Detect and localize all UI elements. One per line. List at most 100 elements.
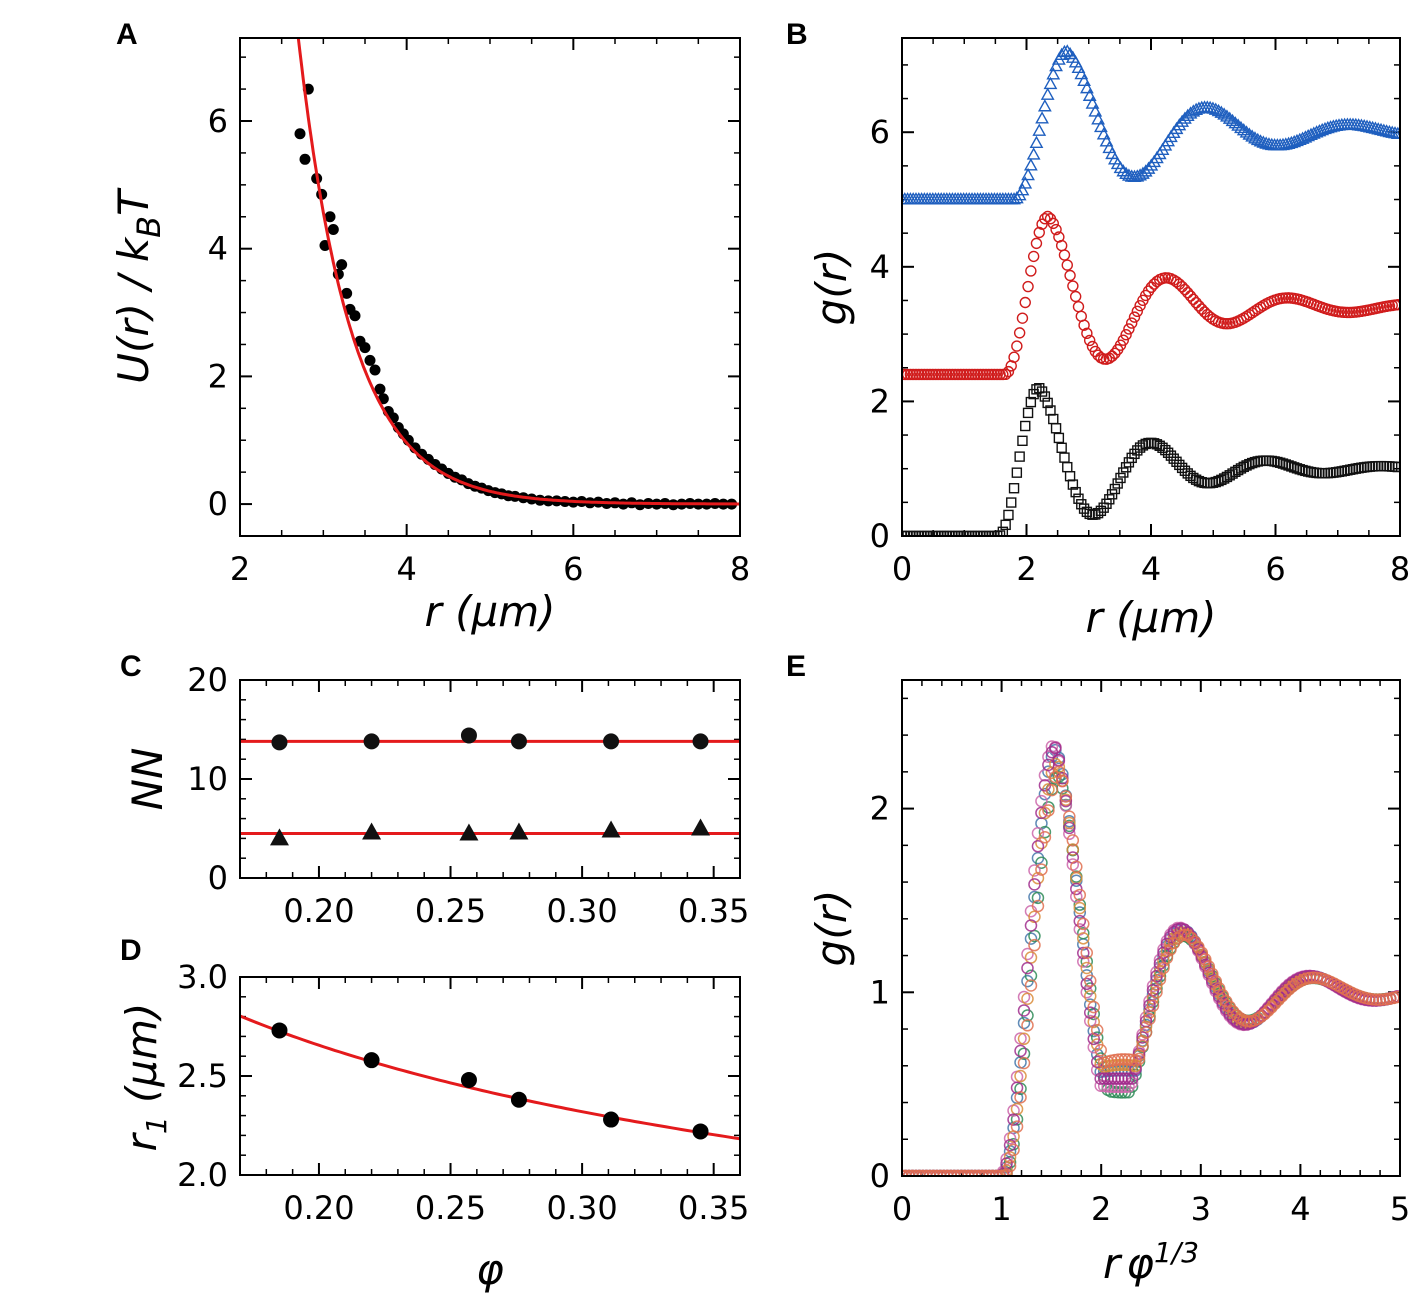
panel-d-y-title-tail: (μm) bbox=[117, 1003, 166, 1117]
panel-e-data-point bbox=[1192, 940, 1205, 954]
panel-d-points bbox=[271, 1022, 709, 1140]
panel-e-data-point bbox=[1216, 988, 1229, 1002]
panel-b-square-marker bbox=[1381, 461, 1392, 472]
panel-d-data-point bbox=[271, 1022, 288, 1039]
panel-b-circle-marker bbox=[977, 368, 989, 381]
panel-b-triangle-marker bbox=[1248, 131, 1262, 144]
panel-b-square-marker bbox=[1367, 461, 1378, 472]
panel-b-circle-marker bbox=[1196, 303, 1208, 315]
panel-b-triangle-marker bbox=[1309, 125, 1324, 138]
panel-b-circle-marker bbox=[999, 368, 1012, 381]
panel-b-triangle-marker bbox=[1312, 123, 1327, 137]
panel-c-fit-lines bbox=[240, 739, 740, 835]
panel-b-circle-marker bbox=[1019, 296, 1031, 309]
panel-b-circle-marker bbox=[1120, 329, 1132, 341]
panel-e-data-point bbox=[1028, 910, 1041, 924]
panel-b-circle-marker bbox=[1123, 323, 1135, 335]
panel-b-circle-marker bbox=[952, 368, 964, 381]
panel-b-square-marker bbox=[1174, 459, 1185, 471]
panel-e-data-point bbox=[955, 1169, 968, 1176]
panel-b-triangle-marker bbox=[1093, 119, 1108, 133]
panel-b-triangle-marker bbox=[1009, 191, 1024, 204]
panel-e-data-point bbox=[1132, 1052, 1146, 1066]
panel-e-data-point bbox=[1073, 914, 1087, 928]
panel-b-circle-marker bbox=[991, 368, 1003, 381]
panel-b-circle-marker bbox=[929, 368, 942, 381]
c-y-tick-label: 20 bbox=[187, 661, 228, 699]
panel-e-data-point bbox=[1077, 926, 1090, 940]
panel-b-circle-marker bbox=[949, 368, 961, 381]
panel-e-data-point bbox=[1063, 810, 1076, 823]
a-y-tick-label: 4 bbox=[208, 230, 228, 268]
panel-b-square-marker bbox=[1314, 467, 1325, 479]
panel-b-circle-marker bbox=[1069, 290, 1082, 303]
panel-e-data-point bbox=[1042, 804, 1055, 817]
panel-b-circle-marker bbox=[932, 368, 945, 381]
panel-b-square-marker bbox=[1387, 461, 1398, 472]
panel-e-data-point bbox=[982, 1169, 996, 1176]
a-x-tick-label: 6 bbox=[563, 550, 583, 588]
panel-e-data-point bbox=[1024, 919, 1038, 932]
b-x-tick-label: 8 bbox=[1390, 550, 1410, 588]
panel-b-triangle-marker bbox=[1029, 135, 1044, 149]
panel-b-square-marker bbox=[1322, 467, 1333, 479]
d-y-tick-label: 2.0 bbox=[177, 1156, 228, 1194]
panel-b-triangle-marker bbox=[1315, 122, 1330, 136]
panel-c: C 0.20 0.25 0.30 0.35 0 10 20 NN bbox=[120, 650, 749, 930]
b-y-tick-label: 4 bbox=[870, 248, 890, 286]
panel-e-data-point bbox=[1087, 1000, 1100, 1014]
panel-b-square-marker bbox=[1050, 423, 1062, 434]
panel-e-data-point bbox=[1181, 929, 1195, 942]
panel-b-circle-marker bbox=[921, 368, 933, 381]
panel-b-triangle-marker bbox=[1085, 96, 1100, 109]
a-x-tick-label: 4 bbox=[396, 550, 416, 588]
panel-d-y-title-sub: 1 bbox=[140, 1116, 173, 1134]
panel-a-data-point bbox=[364, 354, 376, 366]
panel-e-data-point bbox=[1146, 992, 1160, 1005]
panel-b-square-marker bbox=[1014, 451, 1025, 462]
panel-e-data-point bbox=[1000, 1168, 1013, 1176]
panel-b-circle-marker bbox=[1182, 287, 1194, 299]
panel-b: B 0 2 4 6 8 0 2 4 6 r (μm) g(r) bbox=[786, 18, 1410, 642]
panel-b-circle-marker bbox=[957, 368, 970, 381]
panel-e-data-point bbox=[944, 1169, 958, 1176]
panel-c-tick-labels: 0.20 0.25 0.30 0.35 0 10 20 bbox=[187, 661, 749, 930]
panel-b-circle-marker bbox=[1134, 299, 1146, 312]
panel-e-data-point bbox=[1150, 986, 1163, 999]
panel-b-triangle-marker bbox=[1287, 134, 1302, 148]
panel-b-circle-marker bbox=[1078, 319, 1090, 331]
panel-b-triangle-marker bbox=[1320, 120, 1335, 134]
c-y-tick-label: 0 bbox=[208, 859, 228, 897]
panel-c-triangle-point bbox=[459, 823, 479, 841]
panel-b-triangle-marker bbox=[1077, 73, 1091, 87]
panel-b-square-marker bbox=[1073, 493, 1084, 504]
panel-e-data-point bbox=[1049, 757, 1062, 771]
panel-b-circle-marker bbox=[1041, 210, 1054, 223]
panel-e-data-point bbox=[1094, 1043, 1107, 1057]
b-y-tick-label: 0 bbox=[870, 517, 890, 555]
panel-b-square-marker bbox=[1364, 461, 1376, 472]
e-x-tick-label: 4 bbox=[1290, 1190, 1310, 1228]
panel-e-data-point bbox=[1010, 1120, 1024, 1133]
panel-b-square-marker bbox=[1017, 435, 1028, 447]
panel-e-data-point bbox=[1143, 1012, 1156, 1026]
panel-b-triangle-marker bbox=[1091, 112, 1105, 125]
panel-b-triangle-marker bbox=[1079, 80, 1094, 94]
panel-d-frame bbox=[239, 976, 741, 1176]
panel-b-circle-marker bbox=[1128, 311, 1141, 323]
panel-a-points bbox=[294, 83, 738, 511]
panel-e-data-point bbox=[1160, 951, 1174, 965]
panel-b-circle-marker bbox=[913, 368, 925, 381]
panel-e-data-point bbox=[1014, 1069, 1027, 1083]
panel-d-data-point bbox=[692, 1123, 709, 1140]
d-y-tick-label: 3.0 bbox=[177, 958, 228, 996]
panel-b-circle-marker bbox=[971, 368, 984, 381]
panel-b-triangle-marker bbox=[1074, 66, 1089, 80]
panel-b-circle-marker bbox=[1027, 250, 1040, 263]
panel-e-data-point bbox=[1083, 974, 1097, 988]
panel-b-square-marker bbox=[1056, 442, 1067, 454]
panel-b-square-marker bbox=[1095, 505, 1107, 517]
panel-b-square-marker bbox=[1006, 497, 1017, 508]
panel-e-data-point bbox=[1017, 1056, 1031, 1070]
